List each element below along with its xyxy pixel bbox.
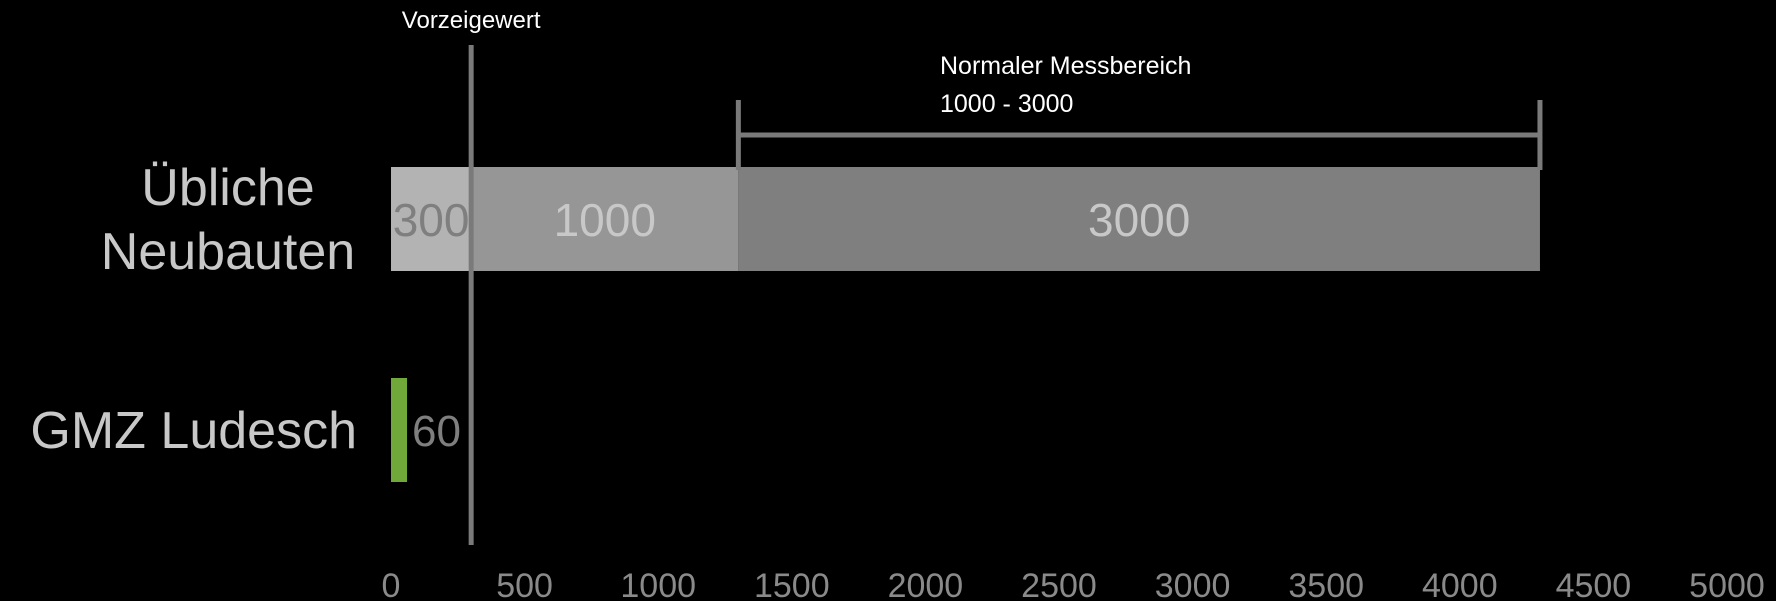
data-label: 300 — [393, 194, 470, 246]
tick-label: 2500 — [1021, 567, 1097, 601]
range-label-title: Normaler Messbereich — [940, 52, 1191, 80]
segment-labels: 300 1000 3000 60 — [393, 194, 1191, 456]
category-label: Neubauten — [101, 223, 355, 281]
tick-label: 4500 — [1556, 567, 1632, 601]
tick-label: 3500 — [1288, 567, 1364, 601]
range-label-values: 1000 - 3000 — [940, 90, 1073, 118]
tick-label: 4000 — [1422, 567, 1498, 601]
bar-segment — [391, 378, 408, 482]
data-label: 3000 — [1088, 194, 1190, 246]
category-labels: Übliche Neubauten GMZ Ludesch — [30, 159, 357, 460]
bars — [391, 167, 1540, 482]
tick-label: 500 — [496, 567, 553, 601]
x-axis: 0 500 1000 1500 2000 2500 3000 3500 4000 4500 5000 — [382, 567, 1765, 601]
tick-label: 5000 — [1689, 567, 1765, 601]
tick-label: 0 — [382, 567, 401, 601]
bar-segment — [471, 167, 739, 271]
annotations: Vorzeigewert Normaler Messbereich 1000 - 3… — [402, 7, 1543, 545]
tick-label: 1000 — [620, 567, 696, 601]
data-label: 60 — [412, 407, 461, 456]
category-label: Übliche — [141, 159, 314, 217]
data-label: 1000 — [554, 194, 656, 246]
tick-label: 2000 — [888, 567, 964, 601]
reference-line-label: Vorzeigewert — [402, 7, 541, 34]
bar-segment — [738, 167, 1540, 271]
tick-label: 1500 — [754, 567, 830, 601]
tick-label: 3000 — [1155, 567, 1231, 601]
category-label: GMZ Ludesch — [30, 402, 357, 460]
bar-segment — [391, 167, 472, 271]
